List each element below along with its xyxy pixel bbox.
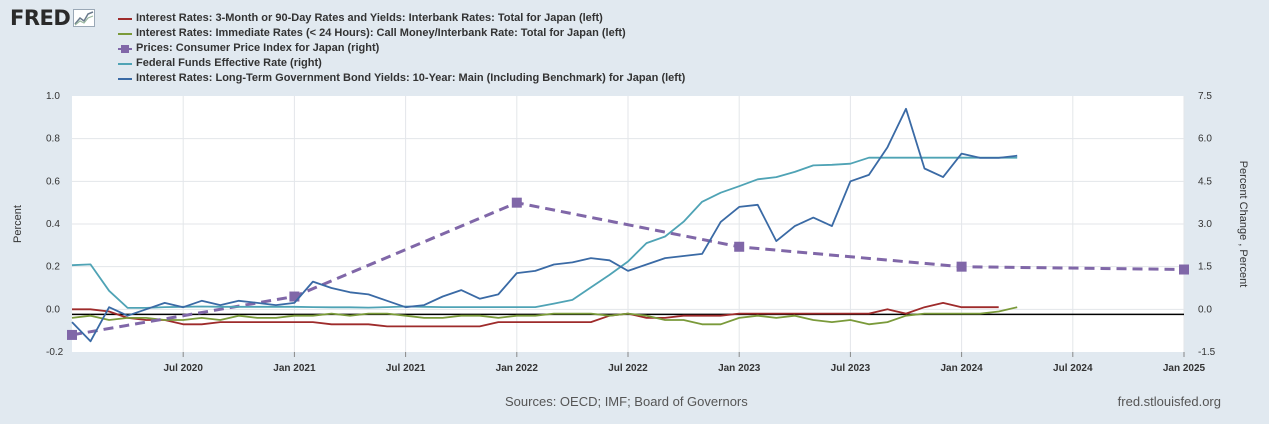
- y-tick-label-right: -1.5: [1198, 347, 1216, 358]
- y-axis-title-right: Percent Change , Percent: [1237, 161, 1249, 288]
- y-tick-label-left: 0.8: [46, 134, 60, 145]
- legend-label: Interest Rates: Long-Term Government Bon…: [136, 72, 686, 84]
- legend-entry: Federal Funds Effective Rate (right): [118, 56, 685, 71]
- y-tick-label-right: 1.5: [1198, 262, 1212, 273]
- series-line-1: [72, 301, 999, 328]
- y-tick-label-left: 0.2: [46, 262, 60, 273]
- legend-swatch: [118, 27, 132, 41]
- graph-icon: [73, 9, 96, 27]
- legend-swatch: [118, 12, 132, 26]
- y-tick-label-left: 0.0: [46, 304, 60, 315]
- y-axis-title-left: Percent: [12, 205, 24, 243]
- y-tick-label-left: 0.4: [46, 219, 60, 230]
- x-tick-label: Jan 2023: [718, 363, 761, 374]
- y-tick-label-left: 1.0: [46, 91, 60, 102]
- legend-entry: Interest Rates: Immediate Rates (< 24 Ho…: [118, 26, 685, 41]
- series-point-3: [511, 197, 522, 208]
- series-line-4: [71, 156, 1018, 309]
- series-line-2: [71, 306, 1018, 326]
- legend-label: Federal Funds Effective Rate (right): [136, 57, 322, 69]
- series-point-3: [67, 329, 77, 340]
- x-tick-label: Jan 2024: [940, 363, 983, 374]
- logo-text: FRED: [10, 6, 71, 30]
- y-tick-label-right: 7.5: [1198, 91, 1212, 102]
- x-tick-label: Jan 2025: [1163, 363, 1206, 374]
- y-tick-label-right: 4.5: [1198, 176, 1212, 187]
- legend-entry: Interest Rates: 3-Month or 90-Day Rates …: [118, 11, 685, 26]
- y-tick-label-left: -0.2: [46, 347, 64, 358]
- series-line-3: [71, 201, 1185, 337]
- x-tick-label: Jul 2022: [608, 363, 648, 374]
- y-tick-label-left: 0.6: [46, 176, 60, 187]
- y-tick-label-right: 3.0: [1198, 219, 1212, 230]
- legend-entry: Interest Rates: Long-Term Government Bon…: [118, 71, 685, 86]
- legend-label: Interest Rates: 3-Month or 90-Day Rates …: [136, 12, 603, 24]
- series-point-3: [289, 291, 300, 302]
- series-point-3: [734, 241, 745, 252]
- legend-swatch: [118, 42, 132, 56]
- x-tick-label: Jul 2024: [1053, 363, 1093, 374]
- series-line-5: [71, 107, 1018, 343]
- x-tick-label: Jul 2021: [386, 363, 426, 374]
- legend-label: Prices: Consumer Price Index for Japan (…: [136, 42, 380, 54]
- chart-legend: Interest Rates: 3-Month or 90-Day Rates …: [118, 11, 685, 86]
- legend-swatch: [118, 72, 132, 86]
- legend-label: Interest Rates: Immediate Rates (< 24 Ho…: [136, 27, 626, 39]
- x-tick-label: Jan 2021: [273, 363, 316, 374]
- series-point-3: [1179, 264, 1189, 275]
- x-tick-label: Jul 2023: [831, 363, 871, 374]
- fred-logo[interactable]: FRED: [10, 6, 96, 30]
- source-note: Sources: OECD; IMF; Board of Governors: [505, 394, 748, 409]
- legend-entry: Prices: Consumer Price Index for Japan (…: [118, 41, 685, 56]
- series-point-3: [956, 261, 967, 272]
- x-tick-label: Jan 2022: [496, 363, 539, 374]
- y-tick-label-right: 0.0: [1198, 304, 1212, 315]
- site-link[interactable]: fred.stlouisfed.org: [1117, 394, 1221, 409]
- y-tick-label-right: 6.0: [1198, 134, 1212, 145]
- x-tick-label: Jul 2020: [163, 363, 203, 374]
- legend-swatch: [118, 57, 132, 71]
